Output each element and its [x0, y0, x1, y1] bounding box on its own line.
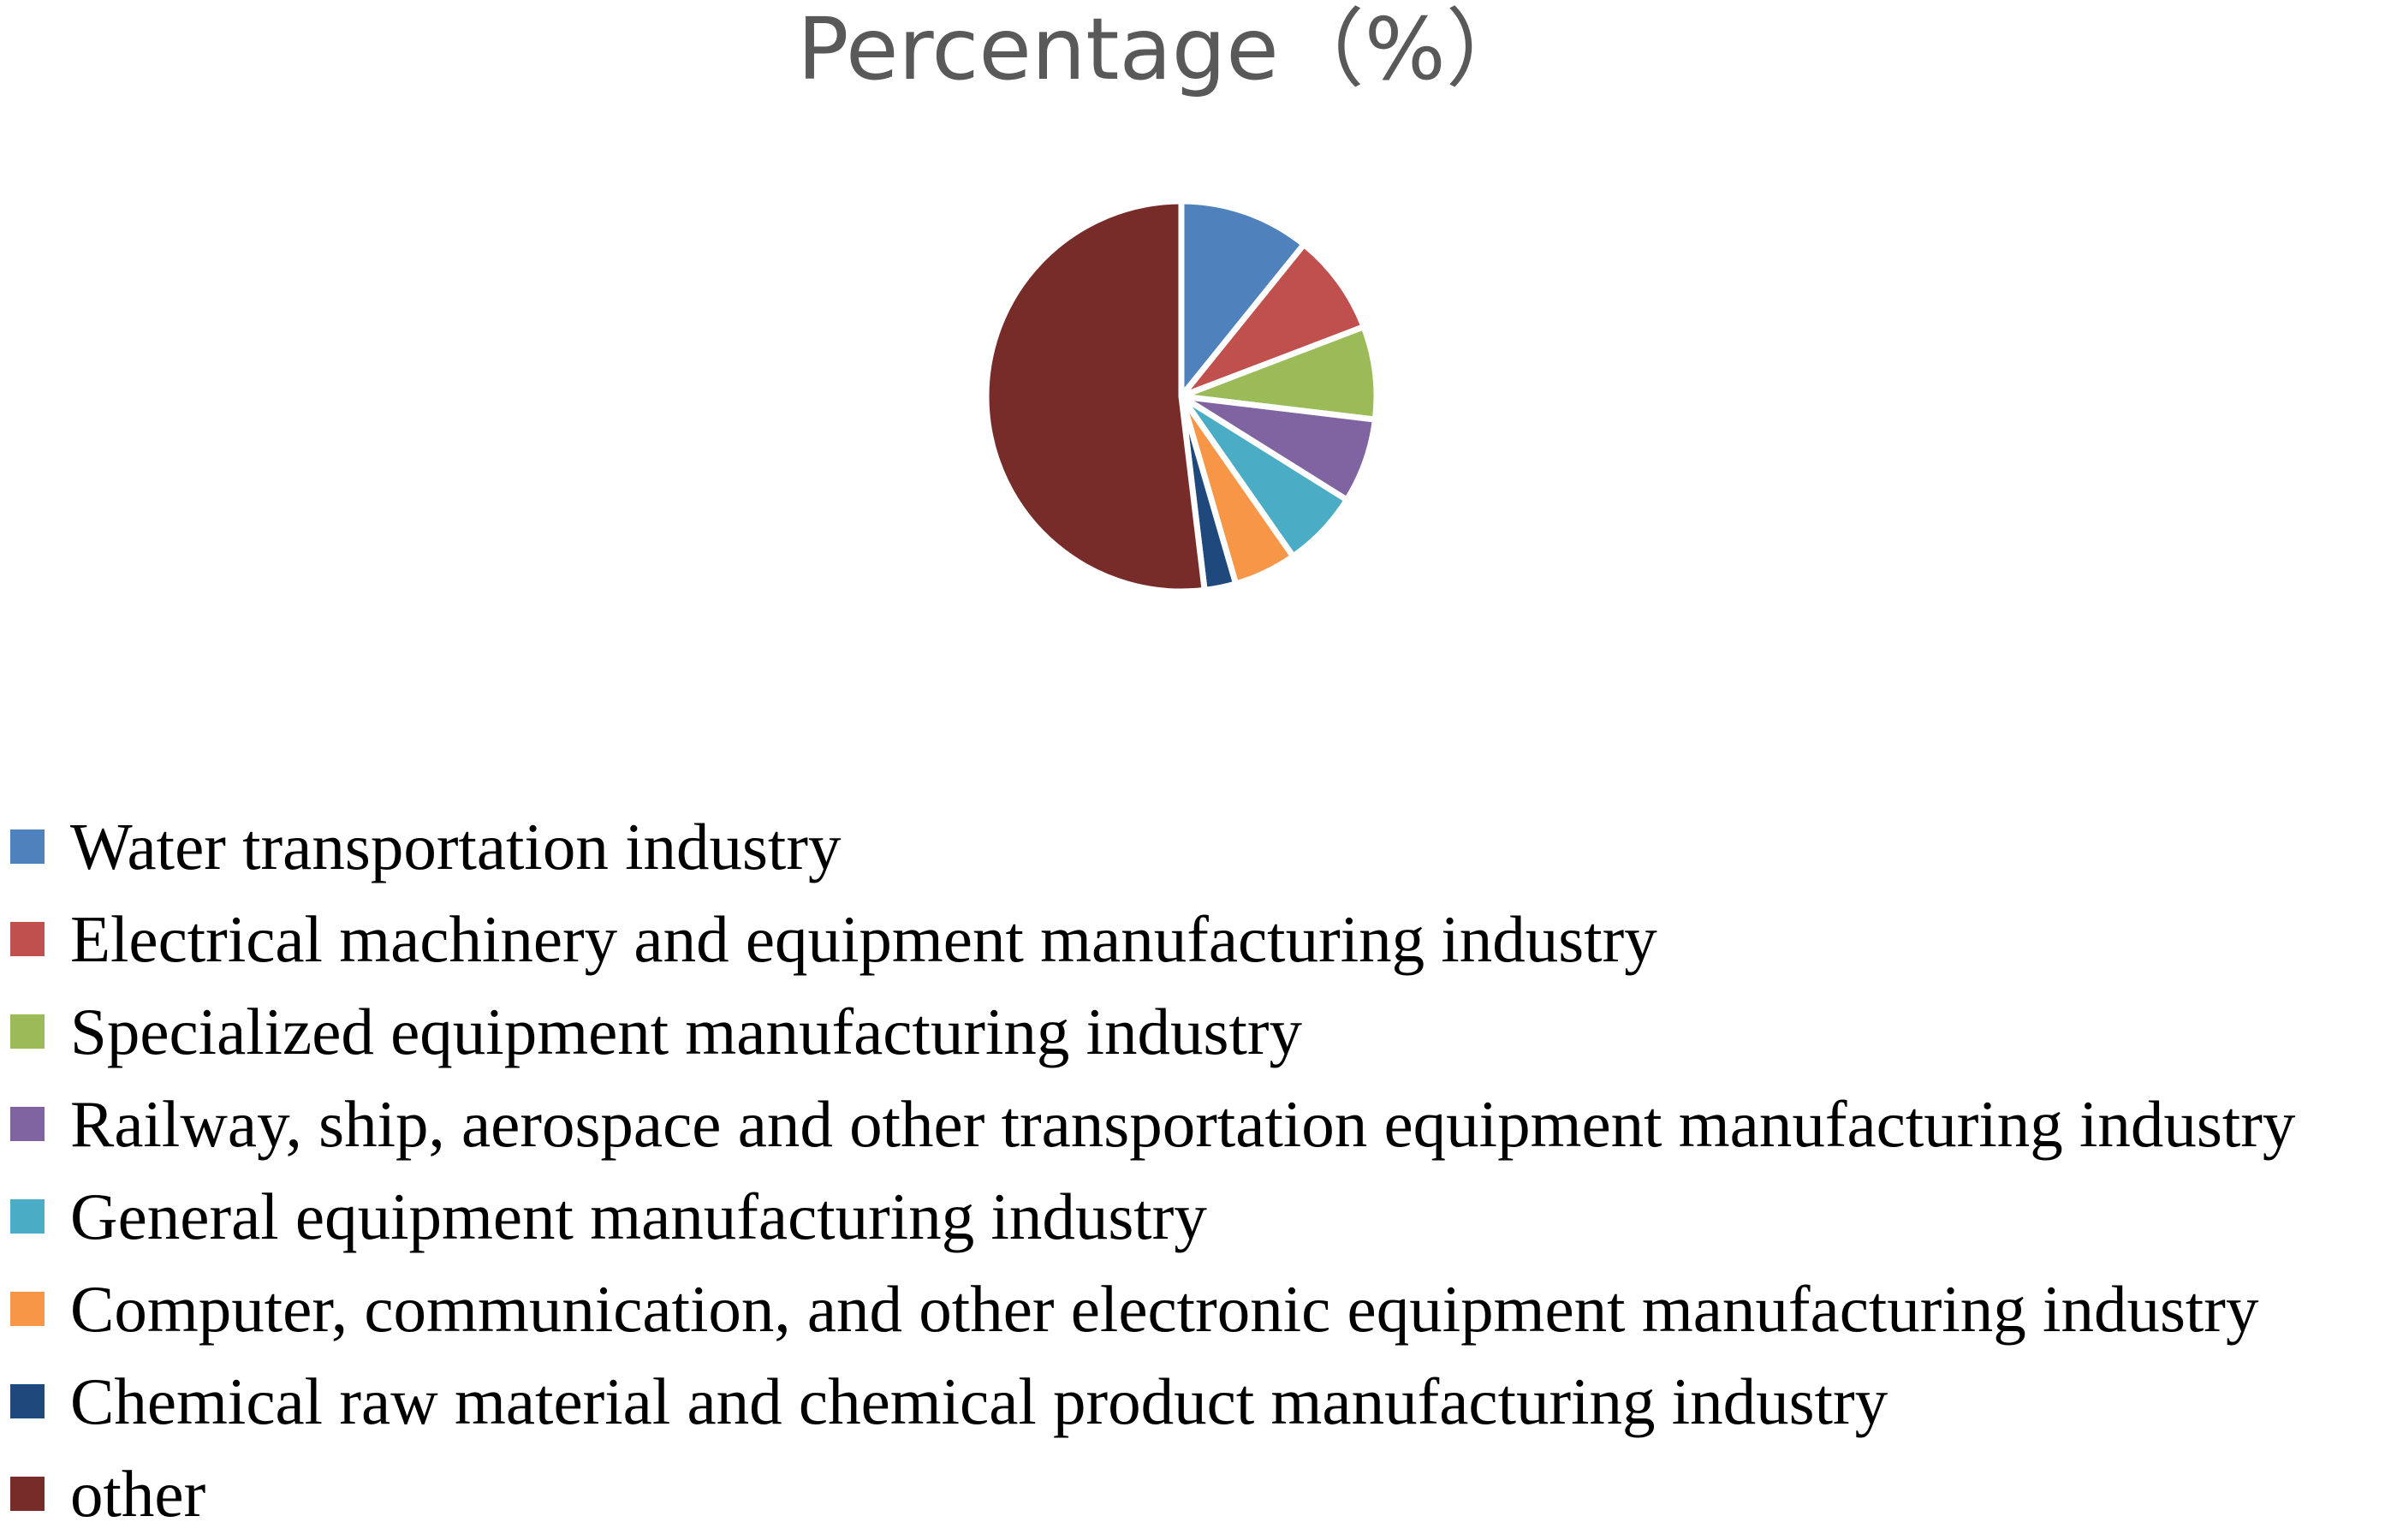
- legend-swatch-2: [10, 1014, 45, 1049]
- legend-item-4: General equipment manufacturing industry: [10, 1170, 2390, 1263]
- chart-title: Percentage（%）: [797, 0, 1532, 99]
- legend-swatch-6: [10, 1384, 45, 1418]
- legend-swatch-0: [10, 829, 45, 864]
- legend-label-6: Chemical raw material and chemical produ…: [70, 1365, 1888, 1438]
- legend-label-3: Railway, ship, aerospace and other trans…: [70, 1087, 2296, 1161]
- legend-label-2: Specialized equipment manufacturing indu…: [70, 995, 1303, 1068]
- legend-swatch-1: [10, 922, 45, 956]
- legend-item-1: Electrical machinery and equipment manuf…: [10, 893, 2390, 985]
- legend-label-4: General equipment manufacturing industry: [70, 1180, 1207, 1253]
- legend-swatch-3: [10, 1107, 45, 1141]
- legend-item-2: Specialized equipment manufacturing indu…: [10, 985, 2390, 1078]
- legend-item-3: Railway, ship, aerospace and other trans…: [10, 1078, 2390, 1170]
- legend-swatch-4: [10, 1199, 45, 1234]
- legend-label-1: Electrical machinery and equipment manuf…: [70, 902, 1657, 976]
- chart-legend: Water transportation industry Electrical …: [10, 800, 2390, 1540]
- pie-slice-1: [1178, 241, 1367, 400]
- pie-chart: [983, 198, 1380, 595]
- legend-swatch-7: [10, 1477, 45, 1511]
- pie-slice-7: [983, 198, 1208, 595]
- legend-item-0: Water transportation industry: [10, 800, 2390, 893]
- pie-slice-0: [1178, 198, 1307, 400]
- legend-swatch-5: [10, 1292, 45, 1326]
- legend-item-7: other: [10, 1448, 2390, 1540]
- legend-label-5: Computer, communication, and other elect…: [70, 1272, 2259, 1346]
- legend-item-6: Chemical raw material and chemical produ…: [10, 1355, 2390, 1448]
- legend-label-0: Water transportation industry: [70, 810, 842, 883]
- legend-item-5: Computer, communication, and other elect…: [10, 1263, 2390, 1355]
- legend-label-7: other: [70, 1457, 206, 1531]
